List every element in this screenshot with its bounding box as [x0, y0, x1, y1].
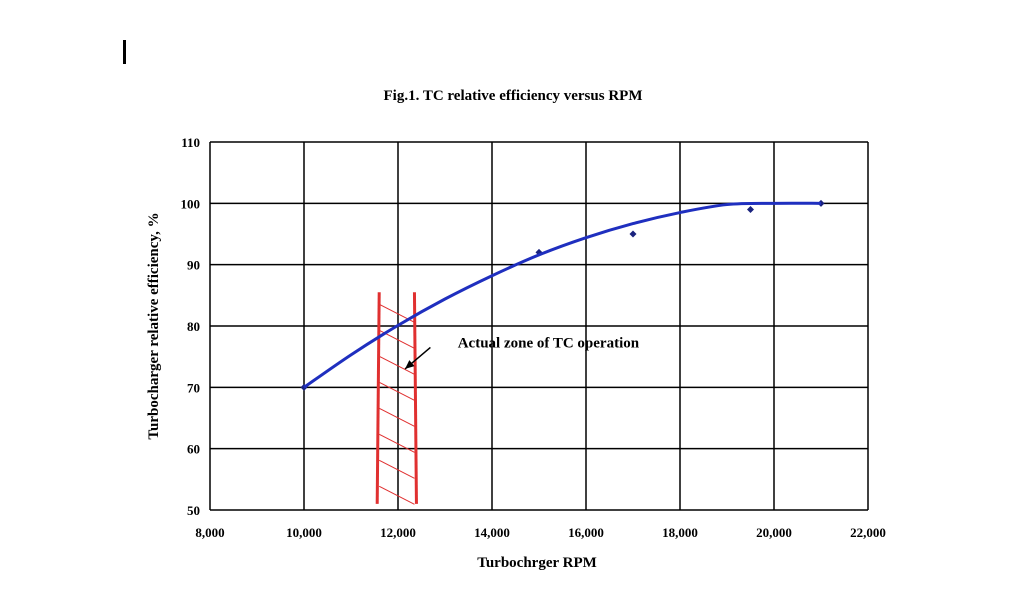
y-tick-label: 60: [187, 442, 200, 457]
data-point: [747, 205, 754, 213]
y-tick-label: 50: [187, 503, 200, 518]
x-axis-label: Turbochrger RPM: [477, 555, 597, 571]
zone-hatch-line: [378, 459, 415, 479]
grid-lines: [209, 141, 869, 511]
annotations: Actual zone of TC operation: [404, 335, 640, 370]
x-tick-label: 8,000: [195, 525, 224, 540]
y-tick-label: 90: [187, 258, 200, 273]
efficiency-fit-line: [303, 201, 822, 389]
zone-hatch-line: [378, 485, 415, 505]
x-tick-label: 22,000: [850, 525, 886, 540]
zone-annotation-text: Actual zone of TC operation: [458, 335, 640, 351]
operation-zone: [375, 292, 418, 505]
zone-right-rail: [412, 292, 418, 504]
y-tick-label: 80: [187, 319, 200, 334]
x-tick-label: 20,000: [756, 525, 792, 540]
y-tick-label: 110: [181, 135, 200, 150]
x-tick-label: 18,000: [662, 525, 698, 540]
zone-hatch-line: [378, 433, 415, 453]
y-tick-label: 100: [181, 196, 201, 211]
x-tick-label: 12,000: [380, 525, 416, 540]
data-series: [300, 199, 825, 391]
text-cursor-mark: [123, 40, 126, 64]
tick-labels: 8,000 10,000 12,000 14,000 16,000 18,000 20,00…: [181, 135, 886, 540]
zone-hatch-line: [378, 407, 415, 427]
x-tick-label: 16,000: [568, 525, 604, 540]
annotation-arrow-head: [405, 360, 415, 369]
data-point: [629, 230, 637, 238]
y-tick-label: 70: [187, 380, 200, 395]
chart-title: Fig.1. TC relative efficiency versus RPM: [384, 88, 643, 104]
zone-left-rail: [375, 292, 381, 504]
x-tick-label: 14,000: [474, 525, 510, 540]
y-axis-label: Turbocharger relative efficiency, %: [146, 212, 162, 439]
zone-hatch-line: [378, 381, 415, 401]
x-tick-label: 10,000: [286, 525, 322, 540]
zone-hatch-line: [378, 355, 415, 375]
